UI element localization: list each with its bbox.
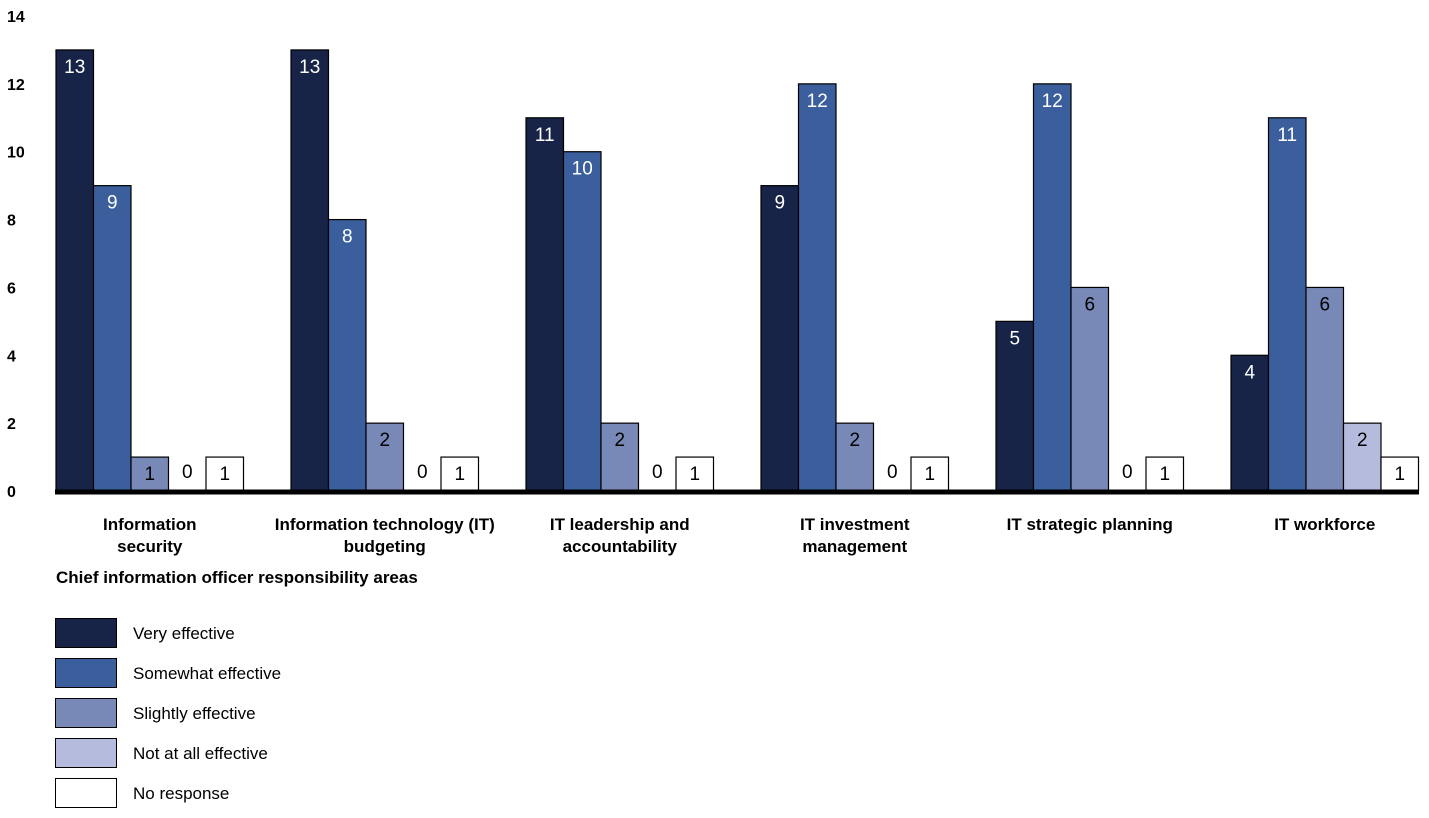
data-label: 0 bbox=[887, 462, 898, 483]
bar bbox=[130, 456, 170, 492]
legend-swatch bbox=[55, 778, 117, 808]
data-label: 11 bbox=[535, 125, 555, 146]
data-label: 1 bbox=[144, 464, 155, 485]
category-label-line: accountability bbox=[562, 537, 677, 556]
data-label: 2 bbox=[849, 430, 860, 451]
bar bbox=[675, 456, 715, 492]
y-tick-label: 0 bbox=[7, 484, 16, 501]
data-label: 1 bbox=[1394, 464, 1405, 485]
legend-swatch bbox=[55, 618, 117, 648]
bar bbox=[327, 218, 367, 492]
data-label: 12 bbox=[807, 91, 828, 112]
bar bbox=[525, 117, 565, 492]
bar bbox=[760, 185, 800, 492]
bar bbox=[1342, 422, 1382, 492]
legend-label: Somewhat effective bbox=[133, 664, 282, 683]
bar bbox=[290, 49, 330, 492]
data-label: 1 bbox=[1159, 464, 1170, 485]
y-tick-label: 14 bbox=[7, 9, 25, 26]
data-label: 0 bbox=[652, 462, 663, 483]
data-label: 13 bbox=[299, 57, 320, 78]
category-label: IT workforce bbox=[1205, 514, 1429, 536]
bar bbox=[797, 83, 837, 492]
bar bbox=[1305, 286, 1345, 492]
category-label: Information technology (IT) budgeting bbox=[265, 514, 505, 558]
x-axis-title: Chief information officer responsibility… bbox=[56, 568, 418, 587]
bar bbox=[1267, 117, 1307, 492]
legend-label: No response bbox=[133, 784, 230, 803]
category-label-line: Information technology (IT) bbox=[274, 515, 495, 534]
category-label-line: IT leadership and bbox=[549, 515, 690, 534]
bar bbox=[440, 456, 480, 492]
data-label: 13 bbox=[64, 57, 85, 78]
data-label: 6 bbox=[1319, 294, 1330, 315]
bar bbox=[92, 185, 132, 492]
data-label: 1 bbox=[689, 464, 700, 485]
y-tick-label: 2 bbox=[7, 416, 16, 433]
y-tick-label: 4 bbox=[7, 348, 16, 365]
bar bbox=[562, 151, 602, 492]
legend-label: Not at all effective bbox=[133, 744, 268, 763]
data-label: 0 bbox=[417, 462, 428, 483]
data-label: 0 bbox=[182, 462, 193, 483]
category-label-line: IT workforce bbox=[1274, 515, 1376, 534]
legend-label: Slightly effective bbox=[133, 704, 256, 723]
data-label: 9 bbox=[774, 193, 785, 214]
y-tick-label: 12 bbox=[7, 77, 25, 94]
category-label: IT leadership and accountability bbox=[500, 514, 740, 558]
category-label: Information security bbox=[30, 514, 270, 558]
category-label-line: IT strategic planning bbox=[1006, 515, 1173, 534]
data-label: 10 bbox=[572, 159, 593, 180]
data-label: 2 bbox=[1357, 430, 1368, 451]
category-label-line: Information bbox=[103, 515, 197, 534]
bar bbox=[55, 49, 95, 492]
data-label: 4 bbox=[1244, 362, 1255, 383]
legend-swatch bbox=[55, 738, 117, 768]
data-label: 2 bbox=[614, 430, 625, 451]
category-label: IT strategic planning bbox=[970, 514, 1210, 536]
category-label-line: budgeting bbox=[343, 537, 426, 556]
data-label: 0 bbox=[1122, 462, 1133, 483]
data-label: 6 bbox=[1084, 294, 1095, 315]
bar bbox=[1032, 83, 1072, 492]
legend-swatch bbox=[55, 658, 117, 688]
category-label-line: security bbox=[117, 537, 183, 556]
legend-swatch bbox=[55, 698, 117, 728]
data-label: 5 bbox=[1009, 328, 1020, 349]
bar bbox=[1070, 286, 1110, 492]
category-label: IT investment management bbox=[735, 514, 975, 558]
y-tick-label: 6 bbox=[7, 280, 16, 297]
data-label: 1 bbox=[219, 464, 230, 485]
bar bbox=[1145, 456, 1185, 492]
data-label: 9 bbox=[107, 193, 118, 214]
y-tick-label: 10 bbox=[7, 145, 25, 162]
data-label: 8 bbox=[342, 227, 353, 248]
data-label: 12 bbox=[1042, 91, 1063, 112]
category-label-line: management bbox=[802, 537, 908, 556]
data-label: 11 bbox=[1277, 125, 1297, 146]
data-label: 2 bbox=[379, 430, 390, 451]
data-label: 1 bbox=[924, 464, 935, 485]
bar bbox=[910, 456, 950, 492]
data-label: 1 bbox=[454, 464, 465, 485]
legend-label: Very effective bbox=[133, 624, 235, 643]
y-tick-label: 8 bbox=[7, 213, 16, 230]
category-label-line: IT investment bbox=[799, 515, 910, 534]
